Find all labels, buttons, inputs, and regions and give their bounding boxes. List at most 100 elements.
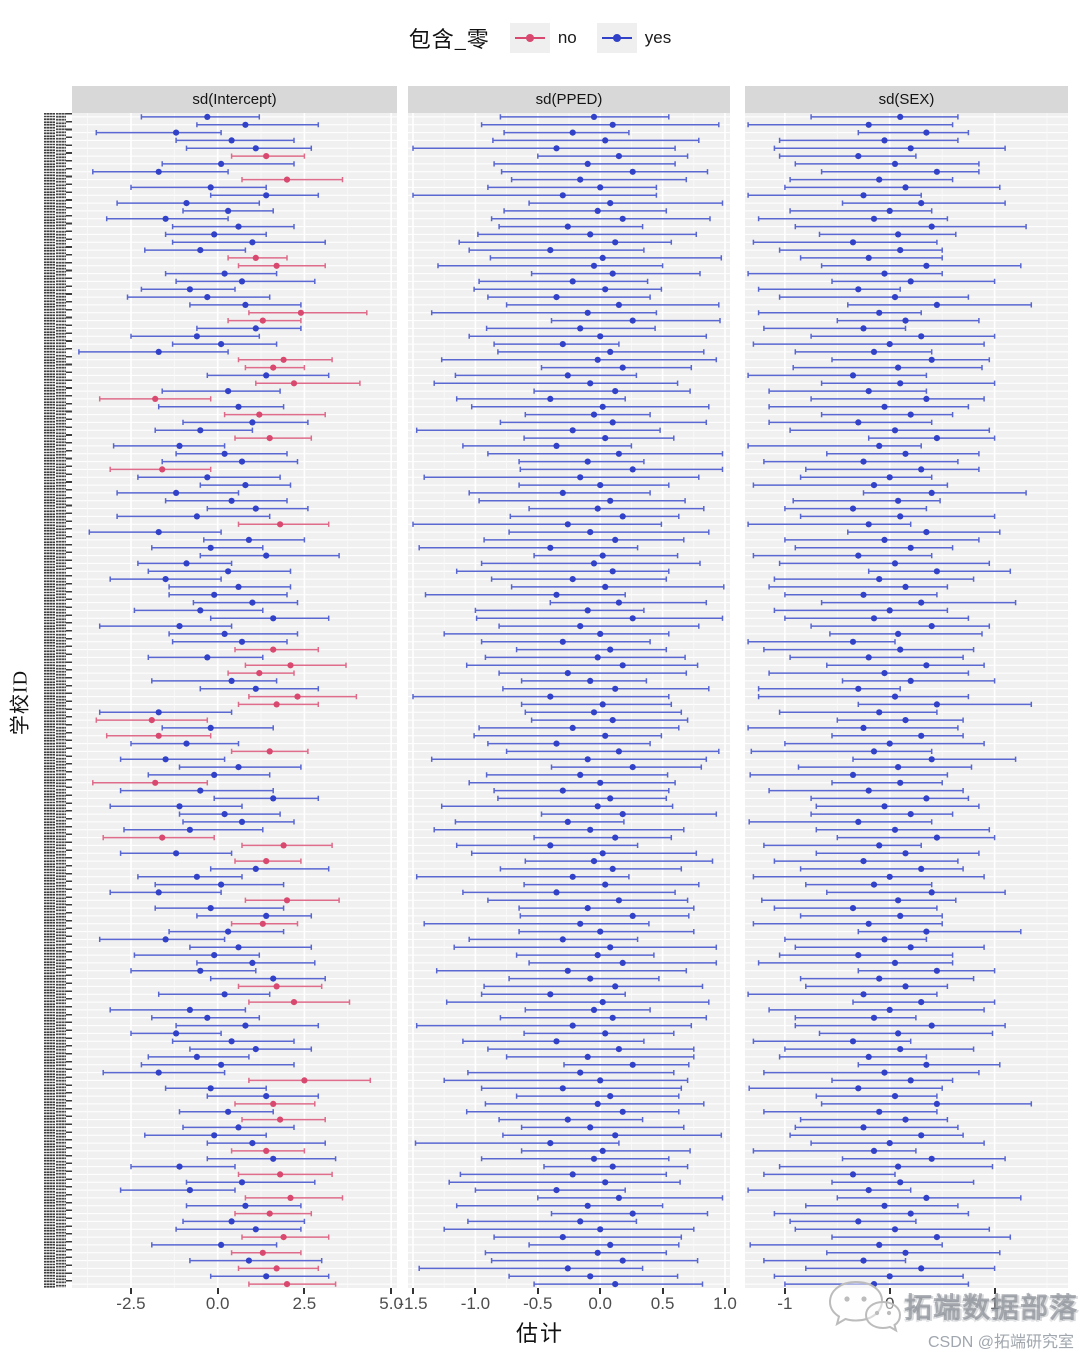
pointrange-row — [761, 897, 957, 904]
pointrange-row — [867, 568, 1012, 575]
pointrange-row — [778, 1163, 994, 1170]
pointrange-row — [752, 341, 985, 348]
pointrange-row — [836, 834, 996, 841]
pointrange-row — [789, 176, 954, 183]
x-tick-mark — [783, 1288, 786, 1294]
pointrange-row — [797, 764, 973, 771]
legend-item-no[interactable]: no — [509, 23, 577, 53]
legend-item-yes[interactable]: yes — [596, 23, 671, 53]
pointrange-row — [440, 356, 718, 363]
pointrange-row — [440, 803, 674, 810]
pointrange-row — [763, 1257, 907, 1264]
pointrange-row — [98, 709, 233, 716]
pointrange-row — [747, 991, 938, 998]
pointrange-row — [144, 1132, 267, 1139]
pointrange-row — [530, 717, 689, 724]
pointrange-row — [528, 1241, 680, 1248]
pointrange-row — [98, 623, 233, 630]
pointrange-row — [234, 1210, 313, 1217]
pointrange-row — [794, 348, 933, 355]
pointrange-row — [478, 278, 649, 285]
pointrange-row — [137, 873, 243, 880]
pointrange-row — [414, 1140, 620, 1147]
pointrange-row — [815, 1093, 938, 1100]
pointrange-row — [502, 1132, 723, 1139]
pointrange-row — [810, 811, 954, 818]
x-tick-mark — [411, 1288, 414, 1294]
pointrange-row — [234, 1100, 316, 1107]
pointrange-row — [493, 160, 676, 167]
pointrange-row — [130, 184, 267, 191]
pointrange-row — [470, 403, 710, 410]
pointrange-row — [829, 630, 983, 638]
pointrange-row — [763, 325, 907, 332]
pointrange-row — [470, 850, 698, 857]
pointrange-row — [503, 129, 630, 136]
pointrange-row — [805, 881, 933, 888]
pointrange-row — [119, 787, 274, 794]
pointrange-row — [209, 865, 330, 873]
facet-strip-intercept: sd(Intercept) — [72, 86, 397, 113]
pointrange-row — [206, 1140, 326, 1147]
pointrange-row — [498, 223, 644, 230]
pointrange-row — [778, 153, 917, 160]
pointrange-row — [98, 936, 226, 943]
pointrange-row — [550, 1210, 709, 1217]
pointrange-row — [778, 294, 970, 301]
pointrange-row — [498, 1116, 644, 1123]
pointrange-row — [810, 795, 970, 802]
x-tick-mark — [474, 1288, 477, 1294]
pointrange-row — [789, 1132, 964, 1139]
pointrange-row — [530, 270, 701, 277]
pointrange-row — [164, 1085, 267, 1092]
legend-key-no — [509, 23, 550, 53]
x-axis-title: 估计 — [515, 1321, 564, 1346]
pointrange-row — [171, 223, 295, 230]
pointrange-row — [763, 1171, 896, 1178]
pointrange-row — [161, 388, 281, 395]
pointrange-row — [468, 333, 708, 340]
pointrange-row — [857, 967, 996, 974]
pointrange-row — [768, 1006, 985, 1014]
pointrange-row — [116, 200, 261, 207]
pointrange-row — [175, 137, 295, 144]
pointrange-row — [857, 928, 1022, 935]
panel-pped — [408, 113, 730, 1288]
pointrange-row — [857, 1061, 1001, 1068]
pointrange-row — [182, 818, 295, 826]
pointrange-row — [175, 278, 316, 285]
pointrange-row — [831, 779, 943, 786]
pointrange-row — [489, 254, 723, 261]
x-tick-mark — [888, 1288, 891, 1294]
y-axis-tick-labels — [44, 113, 55, 1288]
pointrange-row — [480, 638, 651, 645]
panel-sex — [745, 113, 1068, 1288]
pointrange-row — [810, 113, 959, 120]
pointrange-row — [768, 670, 970, 677]
pointrange-row — [768, 787, 964, 794]
pointrange-row — [794, 223, 1027, 230]
pointrange-row — [147, 654, 264, 661]
pointrange-row — [105, 732, 212, 739]
pointrange-row — [857, 701, 1033, 708]
pointrange-row — [157, 991, 271, 998]
pointrange-row — [109, 576, 222, 583]
pointrange-row — [168, 583, 292, 590]
pointrange-row — [497, 348, 705, 355]
pointrange-row — [508, 529, 710, 536]
pointrange-row — [747, 372, 928, 379]
pointrange-row — [147, 1053, 250, 1060]
pointrange-row — [182, 1124, 295, 1131]
pointrange-row — [831, 1234, 1012, 1241]
pointrange-row — [206, 1155, 337, 1162]
panel-background — [745, 113, 1068, 1288]
pointrange-row — [794, 1014, 917, 1021]
pointrange-row — [537, 153, 689, 160]
pointrange-row — [815, 803, 980, 810]
pointrange-row — [826, 662, 985, 669]
pointrange-row — [462, 1038, 645, 1045]
pointrange-row — [209, 192, 320, 199]
pointrange-row — [480, 991, 626, 998]
pointrange-row — [430, 756, 708, 763]
pointrange-row — [509, 513, 680, 520]
